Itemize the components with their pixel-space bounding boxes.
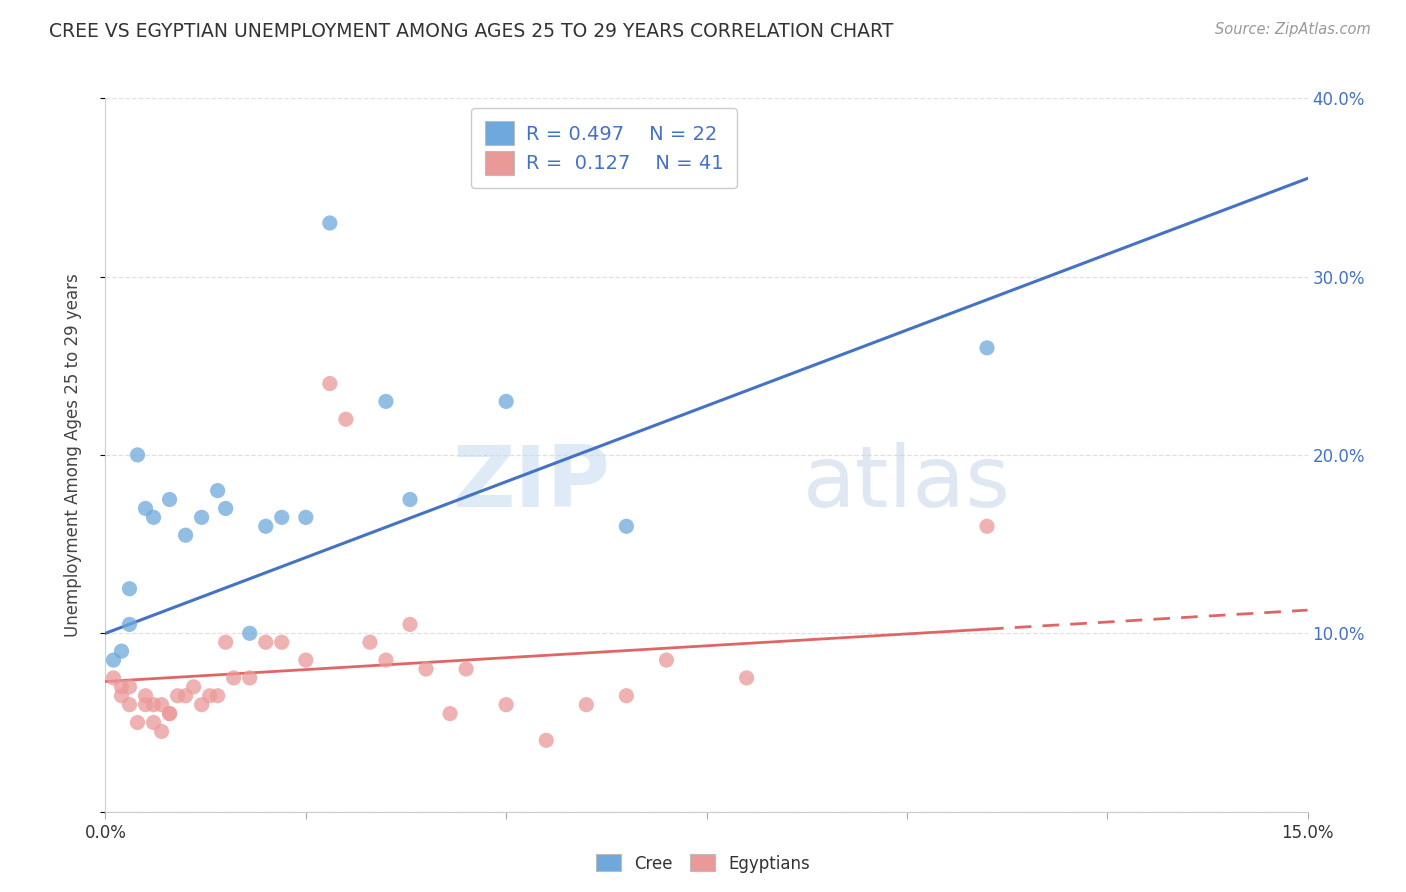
Point [735,671,758,685]
Point [495,698,517,712]
Point [655,653,678,667]
Point [270,510,292,524]
Point [207,483,229,498]
Point [174,528,197,542]
Point [295,510,318,524]
Point [118,617,141,632]
Point [159,706,181,721]
Point [198,689,221,703]
Point [110,680,132,694]
Point [495,394,517,409]
Point [399,617,422,632]
Point [616,519,638,533]
Point [214,501,236,516]
Point [103,671,125,685]
Point [454,662,477,676]
Point [254,635,277,649]
Point [374,394,398,409]
Point [127,448,149,462]
Point [183,680,205,694]
Point [207,689,229,703]
Point [135,698,157,712]
Point [399,492,422,507]
Text: CREE VS EGYPTIAN UNEMPLOYMENT AMONG AGES 25 TO 29 YEARS CORRELATION CHART: CREE VS EGYPTIAN UNEMPLOYMENT AMONG AGES… [49,22,894,41]
Point [319,216,342,230]
Point [239,671,262,685]
Point [110,689,132,703]
Point [127,715,149,730]
Point [135,689,157,703]
Point [118,582,141,596]
Point [239,626,262,640]
Point [142,510,165,524]
Point [190,510,212,524]
Point [976,519,998,533]
Point [359,635,381,649]
Point [159,492,181,507]
Point [190,698,212,712]
Point [439,706,461,721]
Point [575,698,598,712]
Point [142,715,165,730]
Point [254,519,277,533]
Point [150,698,173,712]
Point [103,653,125,667]
Point [374,653,398,667]
Point [135,501,157,516]
Legend: R = 0.497    N = 22, R =  0.127    N = 41: R = 0.497 N = 22, R = 0.127 N = 41 [471,108,737,188]
Point [222,671,245,685]
Point [335,412,357,426]
Legend: Cree, Egyptians: Cree, Egyptians [589,847,817,880]
Text: Source: ZipAtlas.com: Source: ZipAtlas.com [1215,22,1371,37]
Text: ZIP: ZIP [453,442,610,525]
Point [150,724,173,739]
Point [118,698,141,712]
Point [295,653,318,667]
Point [976,341,998,355]
Point [110,644,132,658]
Point [415,662,437,676]
Point [534,733,557,747]
Text: atlas: atlas [803,442,1011,525]
Point [166,689,188,703]
Point [142,698,165,712]
Y-axis label: Unemployment Among Ages 25 to 29 years: Unemployment Among Ages 25 to 29 years [63,273,82,637]
Point [214,635,236,649]
Point [174,689,197,703]
Point [159,706,181,721]
Point [270,635,292,649]
Point [118,680,141,694]
Point [616,689,638,703]
Point [319,376,342,391]
